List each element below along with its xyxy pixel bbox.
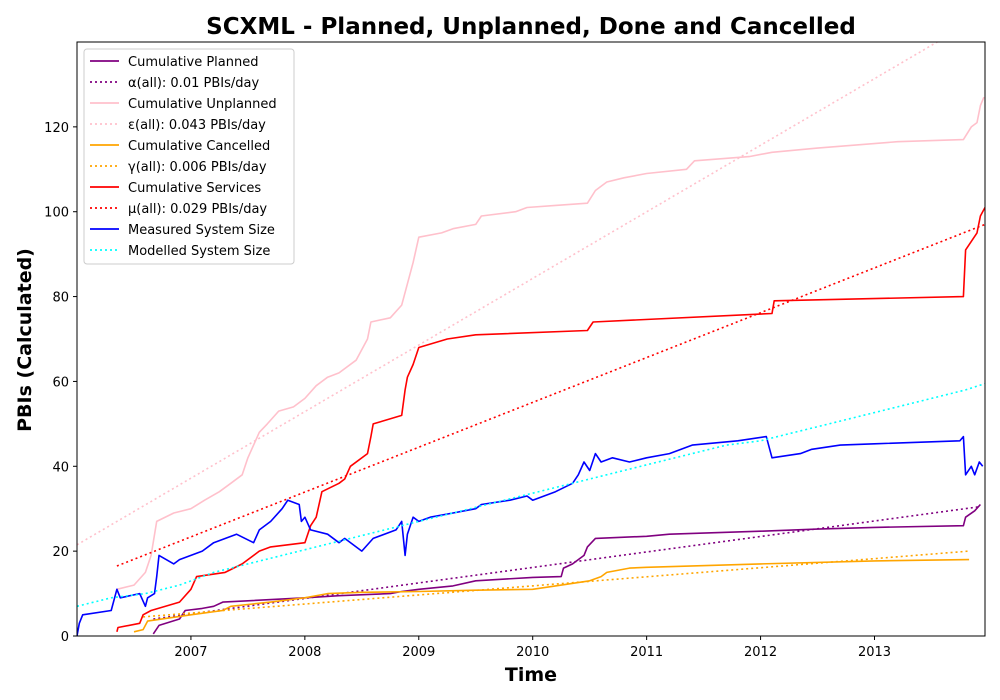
legend-label-7: μ(all): 0.029 PBIs/day	[128, 202, 267, 217]
y-tick-label: 60	[52, 375, 69, 390]
plot-lines	[77, 42, 985, 636]
x-tick-label: 2010	[516, 645, 549, 660]
y-tick-label: 80	[52, 291, 69, 306]
y-tick-label: 120	[44, 121, 69, 136]
series-line-4	[133, 558, 970, 633]
legend: Cumulative Planned α(all): 0.01 PBIs/day C…	[83, 48, 295, 265]
y-axis: 0 20 40 60 80 100 120	[44, 121, 77, 645]
series-line-3	[77, 42, 938, 546]
x-tick-label: 2008	[288, 645, 321, 660]
x-axis-label: Time	[505, 664, 557, 686]
x-axis: 2007 2008 2009 2010 2011 2012 2013	[174, 636, 891, 660]
x-tick-label: 2009	[402, 645, 435, 660]
series-line-5	[143, 550, 970, 618]
x-tick-label: 2007	[174, 645, 207, 660]
y-tick-label: 20	[52, 545, 69, 560]
plot-area-frame	[76, 41, 986, 637]
chart-title: SCXML - Planned, Unplanned, Done and Can…	[206, 14, 856, 40]
series-line-8	[77, 435, 984, 636]
legend-label-2: Cumulative Unplanned	[128, 97, 277, 112]
series-line-0	[152, 503, 981, 635]
series-line-2	[116, 96, 985, 591]
legend-label-6: Cumulative Services	[128, 181, 261, 196]
series-line-6	[116, 207, 985, 632]
legend-label-1: α(all): 0.01 PBIs/day	[128, 76, 259, 91]
y-tick-label: 0	[61, 630, 69, 645]
legend-label-3: ε(all): 0.043 PBIs/day	[128, 118, 266, 133]
y-tick-label: 40	[52, 460, 69, 475]
series-line-1	[153, 505, 981, 620]
series-line-9	[77, 382, 985, 608]
legend-label-9: Modelled System Size	[128, 244, 270, 259]
legend-label-4: Cumulative Cancelled	[128, 139, 270, 154]
x-tick-label: 2011	[630, 645, 663, 660]
x-tick-label: 2013	[858, 645, 891, 660]
x-tick-label: 2012	[744, 645, 777, 660]
legend-label-5: γ(all): 0.006 PBIs/day	[128, 160, 267, 175]
y-axis-label: PBIs (Calculated)	[14, 248, 36, 432]
legend-box	[83, 48, 295, 265]
legend-label-0: Cumulative Planned	[128, 55, 258, 70]
y-tick-label: 100	[44, 206, 69, 221]
series-line-7	[116, 223, 985, 567]
legend-label-8: Measured System Size	[128, 223, 275, 238]
